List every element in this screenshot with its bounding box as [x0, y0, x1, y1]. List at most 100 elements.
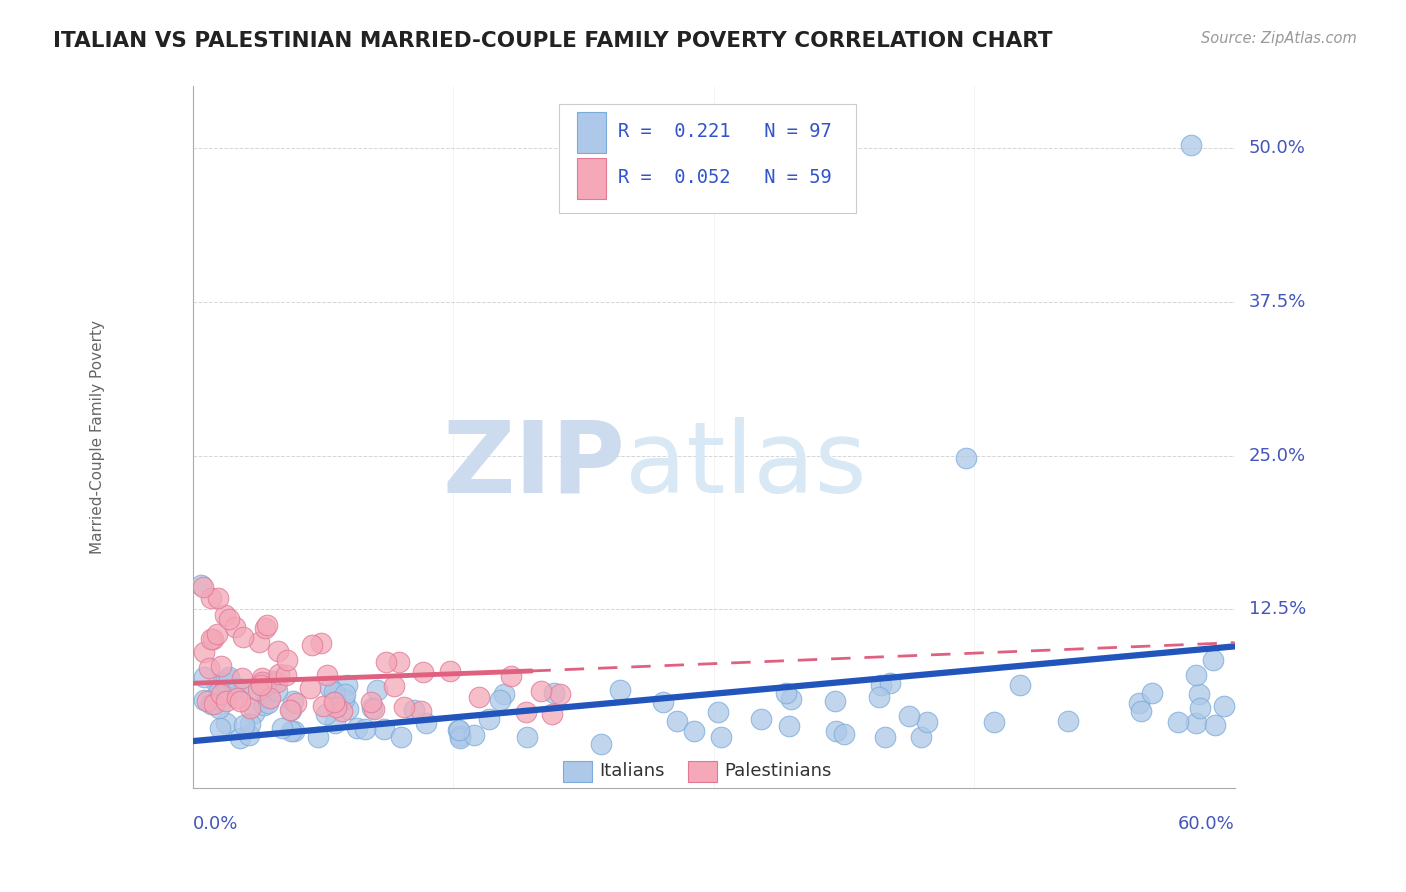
Point — [749, 713, 772, 727]
Point — [323, 716, 346, 731]
Point — [307, 730, 329, 744]
Point — [301, 638, 323, 652]
Point — [780, 691, 803, 706]
Point — [915, 714, 938, 729]
Point — [439, 664, 461, 678]
FancyBboxPatch shape — [578, 158, 606, 199]
Point — [233, 718, 256, 732]
Point — [281, 694, 304, 708]
Point — [333, 691, 356, 706]
Point — [591, 737, 613, 751]
Point — [315, 707, 337, 722]
Text: 0.0%: 0.0% — [193, 815, 238, 833]
Point — [259, 691, 281, 706]
Point — [652, 695, 675, 709]
Point — [360, 695, 382, 709]
Point — [208, 701, 231, 715]
Point — [247, 635, 270, 649]
Point — [322, 685, 344, 699]
Point — [193, 693, 215, 707]
Point — [276, 653, 298, 667]
Point — [1213, 699, 1236, 714]
Point — [266, 683, 288, 698]
Point — [252, 698, 274, 713]
Point — [323, 695, 346, 709]
Point — [250, 674, 273, 689]
Point — [336, 678, 359, 692]
Point — [543, 686, 565, 700]
Point — [388, 655, 411, 669]
Point — [226, 681, 249, 695]
Point — [449, 731, 471, 746]
Point — [354, 723, 377, 737]
Point — [778, 719, 800, 733]
Point — [1057, 714, 1080, 728]
Point — [825, 724, 848, 739]
Text: 60.0%: 60.0% — [1178, 815, 1234, 833]
Point — [374, 655, 396, 669]
Point — [218, 612, 240, 626]
Point — [1188, 687, 1211, 701]
Point — [1167, 715, 1189, 730]
Point — [325, 695, 347, 709]
Point — [229, 731, 252, 746]
Point — [205, 627, 228, 641]
Point — [202, 632, 225, 647]
Point — [280, 703, 302, 717]
Point — [209, 687, 232, 701]
Point — [280, 723, 302, 738]
Point — [683, 724, 706, 739]
Point — [402, 703, 425, 717]
Text: 25.0%: 25.0% — [1249, 447, 1306, 465]
Point — [318, 681, 340, 696]
Point — [215, 694, 238, 708]
Point — [247, 682, 270, 697]
Point — [253, 621, 276, 635]
Text: Married-Couple Family Poverty: Married-Couple Family Poverty — [90, 320, 104, 554]
Point — [242, 706, 264, 720]
FancyBboxPatch shape — [688, 761, 717, 781]
Point — [1184, 716, 1206, 731]
Point — [373, 723, 395, 737]
Point — [382, 679, 405, 693]
Point — [529, 683, 551, 698]
Point — [1185, 668, 1208, 682]
Point — [283, 723, 305, 738]
Point — [226, 690, 249, 705]
Point — [257, 696, 280, 710]
Point — [204, 697, 226, 711]
Point — [494, 687, 516, 701]
Point — [325, 700, 347, 714]
Point — [238, 701, 260, 715]
Point — [333, 687, 356, 701]
Point — [516, 730, 538, 744]
Point — [360, 701, 382, 715]
Point — [197, 694, 219, 708]
Point — [278, 703, 301, 717]
Point — [205, 677, 228, 691]
Point — [449, 729, 471, 743]
Point — [897, 709, 920, 723]
FancyBboxPatch shape — [562, 761, 592, 781]
Text: 12.5%: 12.5% — [1249, 600, 1306, 618]
Point — [824, 694, 846, 708]
Point — [707, 705, 730, 719]
Point — [312, 699, 335, 714]
Point — [775, 686, 797, 700]
Point — [1202, 652, 1225, 666]
Point — [249, 678, 271, 692]
Point — [256, 618, 278, 632]
Point — [1130, 704, 1153, 718]
Point — [214, 676, 236, 690]
Point — [548, 687, 571, 701]
Point — [262, 673, 284, 688]
Point — [252, 672, 274, 686]
FancyBboxPatch shape — [578, 112, 606, 153]
Point — [515, 705, 537, 719]
Point — [274, 668, 297, 682]
Point — [1140, 685, 1163, 699]
Point — [337, 702, 360, 716]
Point — [488, 693, 510, 707]
Point — [346, 721, 368, 735]
Point — [415, 716, 437, 731]
